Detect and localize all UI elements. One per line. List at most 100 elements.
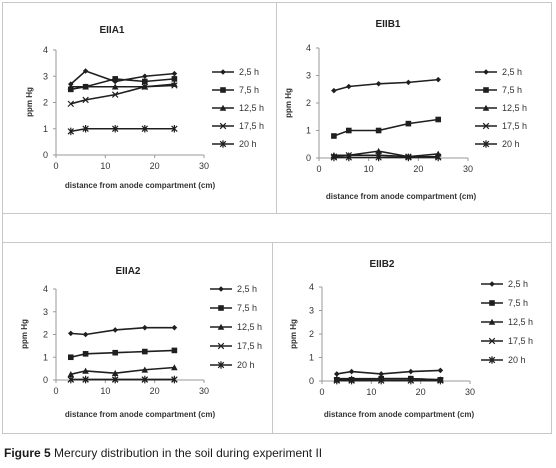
legend-label: 20 h — [237, 360, 255, 370]
data-point — [111, 91, 119, 98]
chart-eiib2: EIIB2 0 1 2 3 4 0 10 20 30 ppm Hg distance from ano… — [272, 242, 552, 434]
data-point — [171, 124, 178, 133]
caption-text: Mercury distribution in the soil during … — [50, 446, 323, 460]
legend-marker — [482, 104, 490, 111]
data-point — [82, 351, 89, 357]
data-point — [111, 375, 119, 384]
data-point — [408, 368, 414, 375]
data-point — [142, 73, 148, 80]
data-point — [67, 371, 75, 378]
legend-marker — [488, 356, 496, 364]
data-point — [171, 375, 178, 384]
y-axis-label: ppm Hg — [25, 87, 34, 117]
chart-eiia1: EIIA1 0 1 2 3 4 0 10 20 30 ppm Hg distance from ano… — [0, 0, 276, 213]
data-point — [67, 375, 75, 384]
y-tick-label: 4 — [309, 282, 314, 292]
data-point — [405, 79, 412, 86]
y-tick-label: 3 — [43, 71, 48, 81]
x-tick-label: 10 — [366, 387, 376, 397]
figure-panels: EIIA1 0 1 2 3 4 0 10 20 30 ppm Hg distance from ano… — [0, 0, 552, 434]
legend-label: 12,5 h — [239, 103, 264, 113]
legend-label: 12,5 h — [237, 322, 262, 332]
y-tick-label: 1 — [309, 353, 314, 363]
y-tick-label: 0 — [43, 150, 48, 160]
data-point — [171, 76, 178, 82]
data-point — [67, 83, 75, 90]
x-axis-label: distance from anode compartment (cm) — [65, 181, 216, 190]
legend-marker — [482, 140, 490, 148]
data-point — [330, 153, 338, 162]
data-point — [171, 324, 178, 331]
y-tick-label: 3 — [43, 307, 48, 317]
y-tick-label: 0 — [309, 376, 314, 386]
legend-marker — [218, 286, 224, 292]
x-tick-label: 30 — [199, 386, 209, 396]
data-point — [334, 371, 340, 377]
data-point — [405, 153, 412, 162]
data-point — [112, 76, 118, 82]
legend-label: 2,5 h — [508, 279, 528, 289]
x-axis-label: distance from anode compartment (cm) — [326, 192, 477, 201]
chart-svg: EIIA1 0 1 2 3 4 0 10 20 30 ppm Hg distance from ano… — [25, 25, 264, 190]
data-point — [82, 124, 89, 133]
data-point — [331, 87, 337, 94]
legend-marker — [488, 337, 496, 345]
y-tick-label: 4 — [43, 45, 48, 55]
data-point — [112, 327, 118, 333]
chart-title: EIIB1 — [375, 19, 400, 30]
data-point — [82, 367, 89, 374]
y-tick-label: 4 — [306, 43, 311, 53]
data-point — [142, 324, 148, 331]
data-point — [141, 366, 149, 373]
y-tick-label: 3 — [306, 71, 311, 81]
figure-caption: Figure 5 Mercury distribution in the soi… — [4, 446, 322, 460]
legend-label: 12,5 h — [508, 317, 533, 327]
legend-marker — [219, 104, 227, 111]
data-point — [68, 330, 74, 337]
data-point — [142, 78, 148, 85]
y-tick-label: 2 — [43, 98, 48, 108]
data-point — [68, 354, 74, 361]
data-point — [112, 349, 118, 356]
legend-marker — [483, 69, 489, 75]
legend-label: 2,5 h — [502, 67, 522, 77]
legend-marker — [217, 342, 225, 350]
data-point — [141, 83, 149, 90]
y-tick-label: 0 — [43, 375, 48, 385]
data-point — [82, 96, 89, 104]
data-point — [407, 376, 415, 385]
x-axis-label: distance from anode compartment (cm) — [324, 410, 475, 419]
legend-marker — [219, 122, 227, 130]
data-point — [141, 124, 149, 133]
data-point — [82, 83, 89, 90]
data-point — [348, 376, 355, 385]
x-tick-label: 10 — [100, 161, 110, 171]
data-point — [82, 68, 89, 74]
data-point — [171, 82, 178, 89]
chart-svg: EIIA2 0 1 2 3 4 0 10 20 30 ppm Hg distance from ano… — [20, 266, 262, 419]
y-tick-label: 4 — [43, 284, 48, 294]
panel-divider-upper — [276, 2, 277, 213]
x-tick-label: 0 — [53, 386, 58, 396]
legend-marker — [483, 87, 489, 93]
y-tick-label: 2 — [306, 98, 311, 108]
legend-marker — [218, 305, 224, 311]
y-axis-label: ppm Hg — [284, 88, 293, 118]
y-tick-label: 2 — [43, 330, 48, 340]
legend-marker — [488, 318, 496, 325]
data-point — [437, 376, 444, 385]
data-point — [375, 127, 382, 134]
x-tick-label: 30 — [465, 387, 475, 397]
legend-label: 17,5 h — [502, 121, 527, 131]
data-point — [82, 331, 89, 338]
x-tick-label: 0 — [316, 164, 321, 174]
y-tick-label: 1 — [306, 126, 311, 136]
legend-marker — [220, 87, 226, 93]
data-point — [111, 124, 119, 133]
y-tick-label: 1 — [43, 352, 48, 362]
x-tick-label: 10 — [364, 164, 374, 174]
x-tick-label: 20 — [150, 386, 160, 396]
legend-marker — [219, 140, 227, 148]
y-axis-label: ppm Hg — [289, 319, 298, 349]
legend-label: 20 h — [502, 139, 520, 149]
